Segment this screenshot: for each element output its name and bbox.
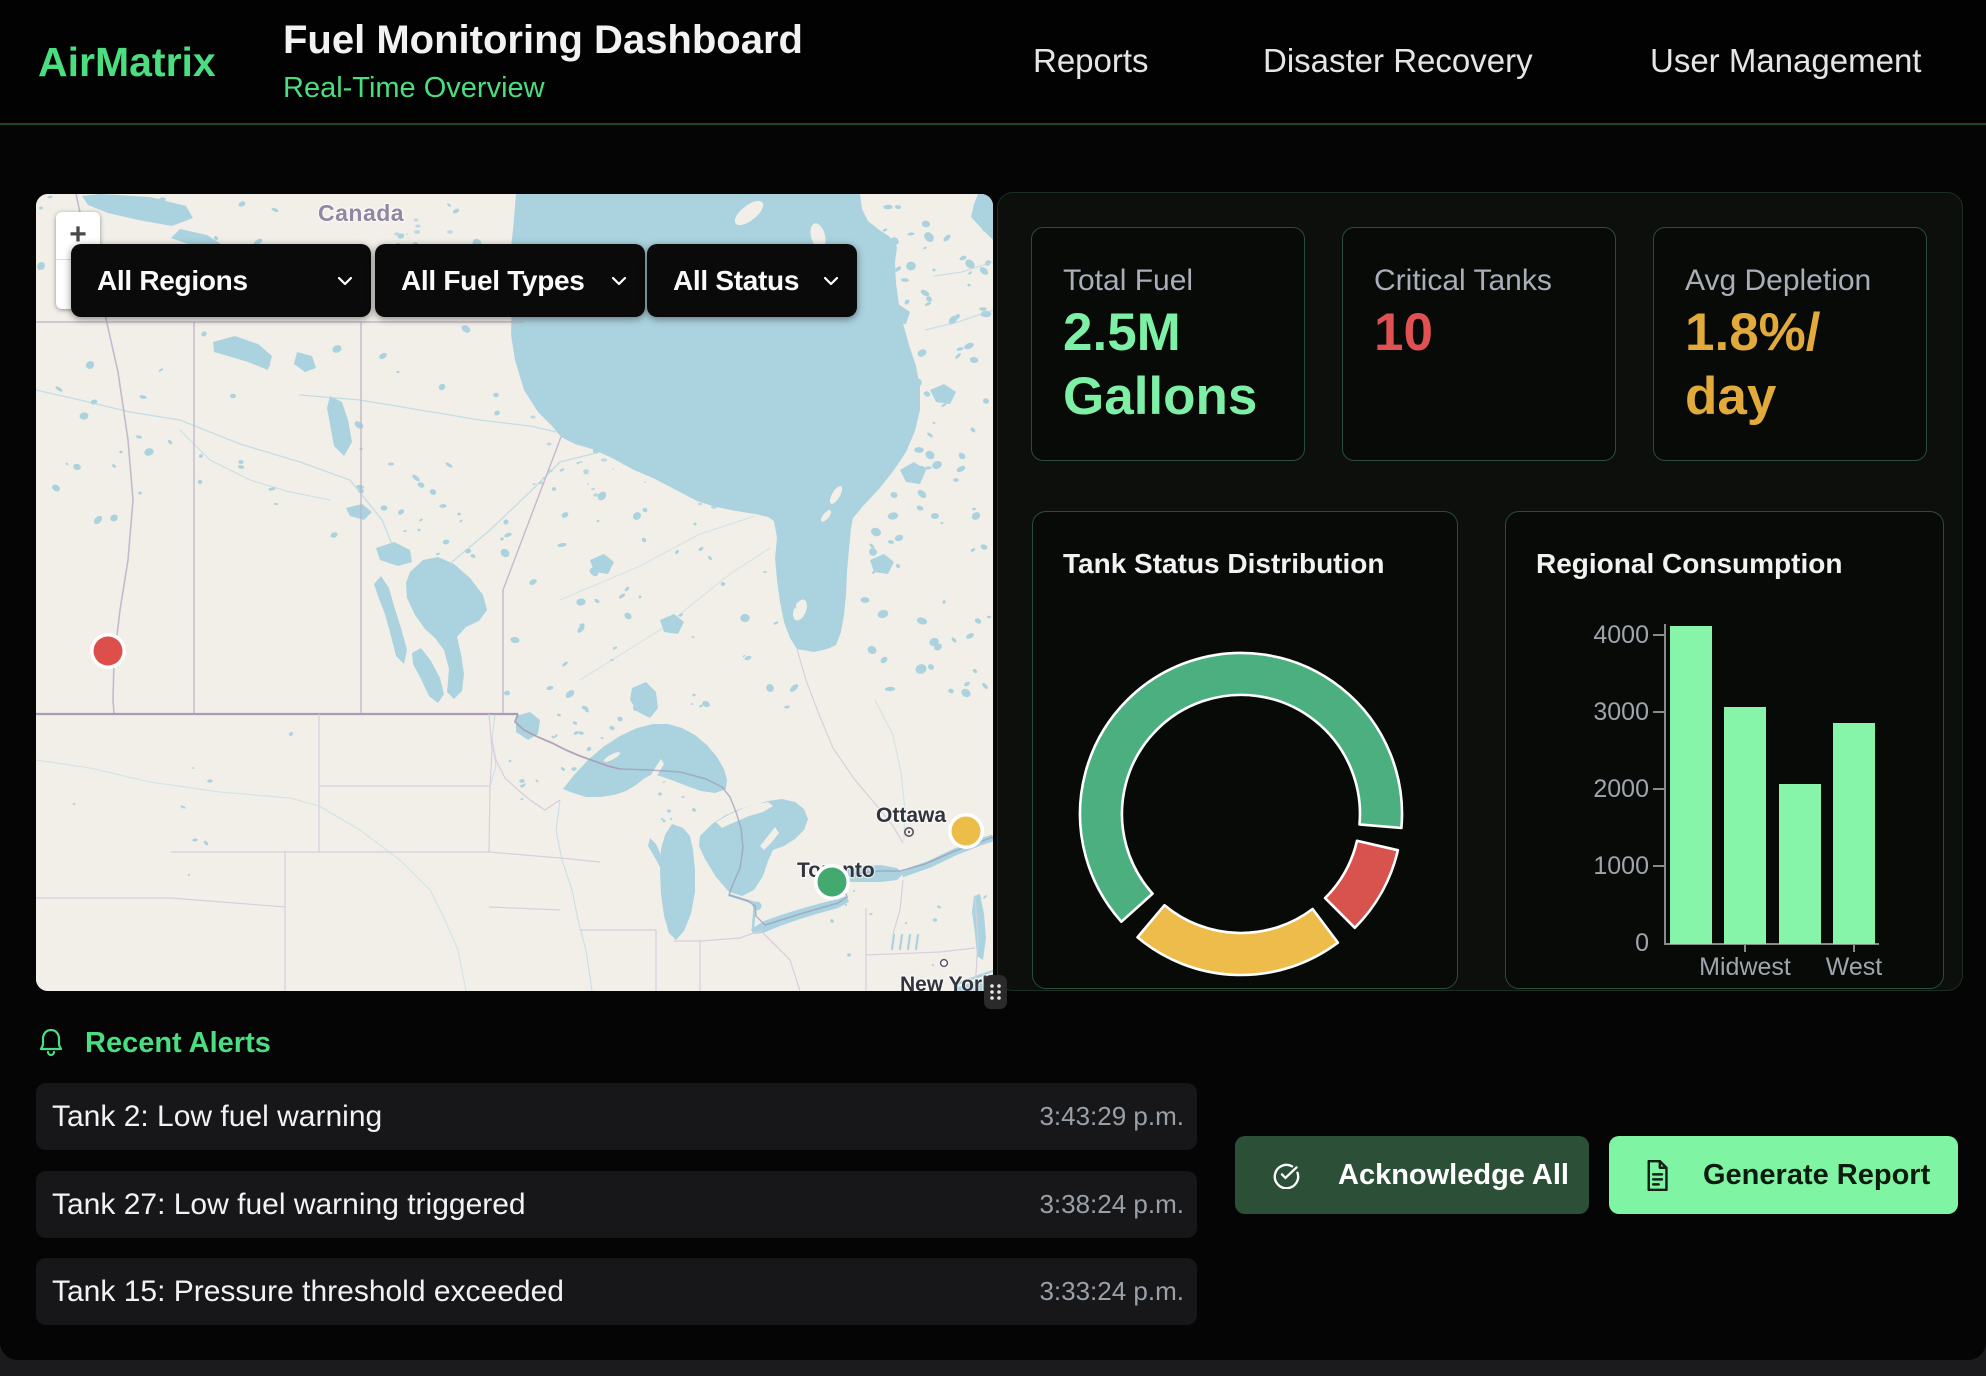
svg-text:Canada: Canada [318, 200, 404, 226]
svg-text:New York: New York [900, 973, 993, 991]
svg-text:Ottawa: Ottawa [876, 804, 946, 827]
